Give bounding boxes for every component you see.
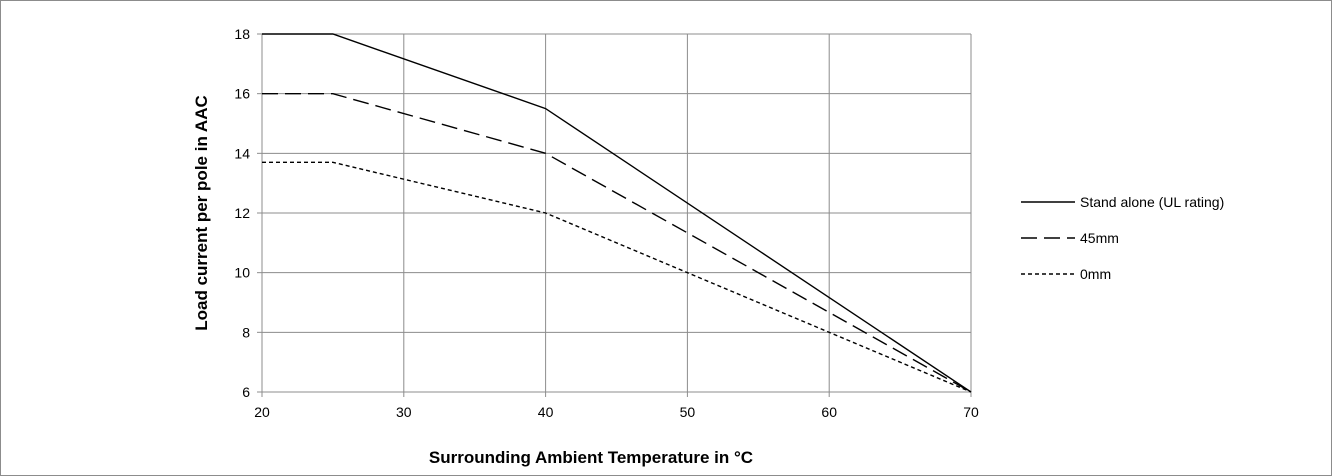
series-line-0 <box>262 33 972 393</box>
x-tick-label: 30 <box>396 404 412 420</box>
legend: Stand alone (UL rating) 45mm 0mm <box>1021 194 1224 282</box>
y-tick-label: 6 <box>242 384 250 400</box>
y-axis-title: Load current per pole in AAC <box>192 95 211 331</box>
series-line-2 <box>262 161 972 393</box>
x-axis-title: Surrounding Ambient Temperature in °C <box>429 448 753 467</box>
x-tick-label: 40 <box>538 404 554 420</box>
tick-labels: 6 8 10 12 14 16 18 20 30 40 50 60 70 <box>234 26 979 420</box>
y-tick-label: 8 <box>242 324 250 340</box>
grid-lines <box>261 33 972 393</box>
x-tick-label: 20 <box>254 404 270 420</box>
y-tick-label: 18 <box>234 26 250 42</box>
legend-label-1: 45mm <box>1080 230 1119 246</box>
y-tick-label: 16 <box>234 86 250 102</box>
y-tick-label: 14 <box>234 145 250 161</box>
series-line-1 <box>262 92 972 393</box>
x-tick-label: 50 <box>680 404 696 420</box>
y-tick-label: 10 <box>234 265 250 281</box>
y-tick-label: 12 <box>234 205 250 221</box>
legend-label-0: Stand alone (UL rating) <box>1080 194 1224 210</box>
x-tick-label: 70 <box>963 404 979 420</box>
x-tick-label: 60 <box>821 404 837 420</box>
series-lines <box>262 33 972 393</box>
legend-label-2: 0mm <box>1080 266 1111 282</box>
axes <box>257 33 972 397</box>
